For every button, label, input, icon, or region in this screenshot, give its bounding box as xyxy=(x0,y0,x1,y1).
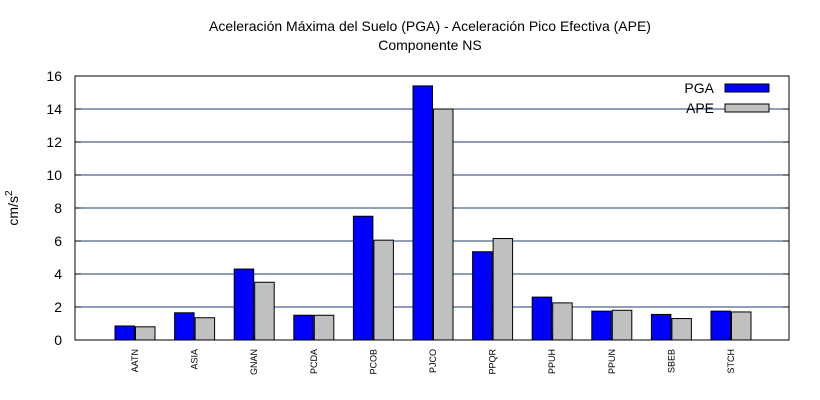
legend: PGA APE xyxy=(684,80,770,116)
bar-pga-ppun xyxy=(591,310,612,341)
y-tick-label: 10 xyxy=(46,167,62,183)
y-tick-label: 4 xyxy=(54,266,62,282)
bar-pga-aatn xyxy=(114,325,135,341)
bar-ape-gnan xyxy=(254,281,275,341)
bar-pga-ppuh xyxy=(531,296,553,341)
bar-pga-sbeb xyxy=(650,313,672,341)
legend-label-ape: APE xyxy=(686,100,714,116)
x-tick-label: PPUH xyxy=(547,349,557,374)
chart-title: Aceleración Máxima del Suelo (PGA) - Ace… xyxy=(209,18,651,34)
bar-pga-gnan xyxy=(233,268,255,341)
bar-ape-pjco xyxy=(433,108,454,341)
y-axis-ticks: 0 2 4 6 8 10 12 14 16 xyxy=(46,68,789,348)
x-tick-label: PJCO xyxy=(428,349,438,373)
bar-ape-pcda xyxy=(313,314,335,341)
x-axis-ticks: AATN ASIA GNAN PCDA PCOB PJCO PPQR PPUH PPUN SBEB… xyxy=(130,335,736,375)
bar-pga-asia xyxy=(174,312,195,341)
x-tick-label: AATN xyxy=(130,349,140,372)
y-tick-label: 8 xyxy=(54,200,62,216)
bar-pga-pcda xyxy=(293,314,314,341)
bar-ape-ppun xyxy=(611,309,633,341)
x-tick-label: GNAN xyxy=(249,349,259,375)
bar-ape-stch xyxy=(731,311,752,341)
y-tick-label: 12 xyxy=(46,134,62,150)
y-tick-label: 6 xyxy=(54,233,62,249)
legend-swatch-ape xyxy=(724,103,770,113)
y-axis-label: cm/s2 xyxy=(4,190,21,226)
bar-ape-aatn xyxy=(135,326,156,341)
y-tick-label: 14 xyxy=(46,101,62,117)
x-tick-label: PCDA xyxy=(309,349,319,374)
x-tick-label: PCOB xyxy=(368,349,378,375)
bars xyxy=(114,85,752,341)
y-tick-label: 2 xyxy=(54,299,62,315)
y-tick-label: 0 xyxy=(54,332,62,348)
y-tick-label: 16 xyxy=(46,68,62,84)
bar-pga-stch xyxy=(710,310,731,341)
bar-ape-ppuh xyxy=(552,302,573,341)
y-axis-label-base: cm/s xyxy=(5,196,21,226)
x-tick-label: SBEB xyxy=(666,349,676,373)
bar-ape-sbeb xyxy=(671,318,692,341)
bar-ape-pcob xyxy=(373,239,394,341)
legend-label-pga: PGA xyxy=(684,80,714,96)
bar-ape-asia xyxy=(194,317,216,341)
chart-subtitle: Componente NS xyxy=(378,37,482,53)
x-tick-label: PPUN xyxy=(607,349,617,374)
bar-pga-ppqr xyxy=(472,251,493,341)
x-tick-label: PPQR xyxy=(488,349,498,375)
x-tick-label: ASIA xyxy=(190,349,200,370)
legend-swatch-pga xyxy=(724,83,770,93)
x-tick-label: STCH xyxy=(726,349,736,374)
y-axis-label-exponent: 2 xyxy=(4,190,15,196)
bar-ape-ppqr xyxy=(492,238,514,341)
bar-pga-pjco xyxy=(412,85,433,341)
bar-pga-pcob xyxy=(352,215,374,341)
